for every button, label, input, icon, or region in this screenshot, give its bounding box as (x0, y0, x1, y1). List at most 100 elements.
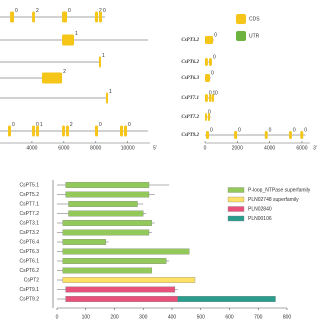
exon (32, 11, 35, 23)
axis-end-label: 5' (153, 145, 157, 151)
exon (98, 56, 102, 68)
domain-bar (62, 277, 196, 283)
gene-name: CsPT6.2 (181, 60, 199, 65)
legend-swatch (227, 215, 245, 222)
exon (207, 113, 211, 121)
x-tick-label: 300 (139, 314, 148, 320)
phase-label: 2 (63, 69, 66, 75)
x-tick-label: 0 (56, 314, 59, 320)
x-tick-label: 400 (168, 314, 177, 320)
gene-name: CsPT9.2 (181, 133, 199, 138)
x-tick-label: 4000 (26, 145, 37, 151)
exon (66, 125, 69, 137)
y-tick-label: CsPT5.1 (20, 182, 40, 188)
exon (289, 131, 292, 139)
phase-label: 0 (211, 70, 214, 76)
exon (105, 92, 109, 104)
exon (211, 94, 215, 102)
y-tick-label: CsPT7.1 (20, 201, 40, 207)
exon (94, 125, 98, 137)
gene-name: CsPT7.1 (181, 96, 199, 101)
legend-label: CDS (249, 16, 260, 22)
domain-bar (65, 182, 150, 188)
exon (98, 11, 102, 23)
phase-label: 0 (208, 109, 211, 115)
phase-label: 1 (40, 122, 43, 128)
exon (234, 131, 238, 139)
domain-bar (62, 258, 167, 264)
exon (62, 11, 68, 23)
domain-bar (68, 210, 144, 217)
phase-label: 0 (269, 127, 272, 133)
legend-label: P-loop_NTPase superfamily (248, 187, 311, 193)
exon (209, 94, 212, 102)
phase-label: 0 (12, 122, 15, 128)
x-tick-label: 0 (204, 145, 207, 151)
legend-label: PLN00106 (248, 216, 272, 222)
exon (205, 94, 208, 102)
exon (10, 11, 15, 23)
domain-bar (177, 296, 276, 302)
domain-bar (62, 220, 153, 226)
x-tick-label: 8000 (90, 145, 101, 151)
phase-label: 0 (15, 8, 18, 14)
y-tick-label: CsPT3.1 (20, 220, 40, 226)
exon (62, 125, 65, 137)
exon (205, 131, 210, 139)
phase-label: 0 (304, 127, 307, 133)
exon (205, 74, 211, 82)
phase-label: 0 (210, 127, 213, 133)
legend-swatch (227, 206, 245, 212)
legend-label: PLN02840 (248, 206, 272, 212)
y-tick-label: CsPT6.3 (20, 249, 40, 255)
phase-label: 1 (212, 90, 215, 96)
phase-label: 0 (215, 90, 218, 96)
exon (94, 11, 98, 23)
y-tick-label: CsPT9.2 (20, 296, 40, 302)
x-tick-label: 200 (110, 314, 119, 320)
y-tick-label: CsPT6.2 (20, 268, 40, 274)
x-tick-label: 600 (225, 314, 234, 320)
exon (123, 125, 128, 137)
y-tick-label: CsPT6.4 (20, 239, 40, 245)
x-tick-label: 2000 (232, 145, 243, 151)
y-tick-label: CsPT2 (24, 277, 40, 283)
phase-label: 0 (214, 32, 217, 38)
exon (264, 131, 268, 139)
phase-label: 0 (68, 8, 71, 14)
y-tick-label: CsPT6.1 (20, 258, 40, 264)
phase-label: 0 (103, 8, 106, 14)
x-tick-label: 100 (82, 314, 91, 320)
gene-name: CsPT7.2 (181, 115, 199, 120)
phase-label: 2 (70, 122, 73, 128)
x-tick-label: 6000 (58, 145, 69, 151)
phase-label: 1 (75, 31, 78, 37)
y-tick-label: CsPT5.2 (20, 192, 40, 198)
x-tick-label: 800 (283, 314, 292, 320)
domain-bar (65, 286, 176, 293)
exon (36, 125, 39, 137)
legend-swatch (236, 14, 246, 24)
exon (205, 58, 208, 66)
exon (205, 113, 207, 121)
y-tick-label: CsPT3.2 (20, 230, 40, 236)
x-tick-label: 500 (197, 314, 206, 320)
domain-bar (68, 201, 138, 207)
phase-label: 0 (213, 54, 216, 60)
phase-label: 0 (128, 122, 131, 128)
x-tick-label: 4000 (264, 145, 275, 151)
legend-label: PLN02748 superfamily (248, 197, 299, 203)
domain-bar (62, 267, 153, 274)
legend-swatch (236, 31, 246, 41)
exon (300, 131, 304, 139)
exon (205, 36, 214, 44)
y-tick-label: CsPT7.2 (20, 211, 40, 217)
y-tick-label: CsPT9.1 (20, 287, 40, 293)
phase-label: 1 (102, 53, 105, 59)
legend-swatch (227, 196, 245, 203)
domain-bar (62, 248, 190, 255)
domain-bar (65, 296, 178, 302)
phase-label: 0 (209, 90, 212, 96)
axis-end-label: 3' (313, 145, 317, 151)
phase-label: 2 (36, 8, 39, 14)
